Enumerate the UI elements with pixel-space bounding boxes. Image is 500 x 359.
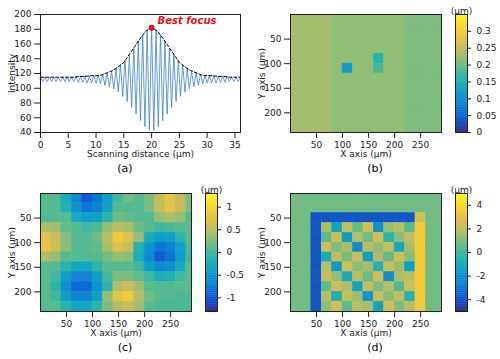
svg-text:-1: -1	[227, 293, 236, 303]
svg-text:(µm): (µm)	[451, 185, 473, 195]
svg-text:50: 50	[270, 213, 282, 223]
svg-text:1: 1	[227, 202, 233, 212]
svg-text:160: 160	[14, 39, 31, 49]
svg-text:150: 150	[264, 83, 281, 93]
svg-text:100: 100	[14, 238, 31, 248]
svg-text:2: 2	[477, 224, 483, 234]
svg-text:0.2: 0.2	[477, 60, 491, 70]
svg-text:20: 20	[145, 139, 158, 150]
svg-text:-0.5: -0.5	[227, 270, 245, 280]
svg-text:250: 250	[412, 140, 429, 150]
svg-text:40: 40	[20, 127, 32, 137]
html-text:(c): (c)	[117, 341, 133, 354]
svg-text:0.3: 0.3	[477, 26, 491, 36]
svg-text:200: 200	[264, 108, 281, 118]
svg-text:10: 10	[90, 139, 102, 150]
svg-text:150: 150	[360, 318, 378, 329]
svg-text:250: 250	[412, 319, 429, 329]
svg-text:-4: -4	[477, 295, 486, 305]
svg-text:50: 50	[20, 213, 32, 223]
svg-text:0.25: 0.25	[477, 43, 497, 53]
svg-text:X axis (µm): X axis (µm)	[340, 328, 391, 338]
svg-text:Scanning distance (µm): Scanning distance (µm)	[87, 149, 194, 159]
svg-text:200: 200	[136, 318, 154, 329]
html-text:(d): (d)	[367, 341, 383, 354]
svg-text:100: 100	[264, 59, 281, 69]
svg-text:150: 150	[110, 318, 128, 329]
svg-text:50: 50	[270, 34, 282, 44]
svg-text:100: 100	[334, 139, 352, 150]
svg-text:200: 200	[14, 9, 31, 19]
svg-text:50: 50	[311, 319, 323, 329]
svg-text:200: 200	[264, 287, 281, 297]
svg-text:0.5: 0.5	[227, 225, 241, 235]
svg-text:X axis (µm): X axis (µm)	[340, 149, 391, 159]
html-text:(b): (b)	[367, 162, 383, 175]
svg-text:100: 100	[14, 83, 31, 93]
svg-text:5: 5	[65, 140, 71, 150]
svg-text:15: 15	[118, 139, 130, 150]
svg-text:250: 250	[162, 319, 179, 329]
svg-text:80: 80	[20, 98, 32, 108]
svg-text:0.15: 0.15	[477, 77, 497, 87]
svg-text:50: 50	[311, 140, 323, 150]
svg-text:0.05: 0.05	[477, 111, 497, 121]
svg-text:150: 150	[264, 262, 281, 272]
svg-text:Intensity: Intensity	[7, 53, 17, 93]
svg-text:140: 140	[14, 54, 31, 64]
svg-text:0: 0	[38, 140, 44, 150]
svg-text:100: 100	[264, 238, 281, 248]
svg-text:0.1: 0.1	[477, 94, 491, 104]
svg-text:(µm): (µm)	[201, 185, 223, 195]
svg-text:35: 35	[229, 140, 240, 150]
svg-text:150: 150	[360, 139, 378, 150]
svg-text:0: 0	[477, 127, 483, 137]
svg-text:0: 0	[477, 247, 483, 257]
svg-text:60: 60	[20, 113, 32, 123]
svg-text:-2: -2	[477, 271, 486, 281]
svg-text:150: 150	[14, 262, 31, 272]
svg-text:4: 4	[477, 200, 483, 210]
svg-text:Best focus: Best focus	[158, 15, 217, 26]
svg-text:100: 100	[334, 318, 352, 329]
svg-text:200: 200	[386, 139, 404, 150]
svg-text:Y axis (µm): Y axis (µm)	[257, 227, 267, 279]
svg-text:50: 50	[61, 319, 73, 329]
svg-text:200: 200	[14, 287, 31, 297]
svg-text:0: 0	[227, 247, 233, 257]
svg-text:Y axis (µm): Y axis (µm)	[7, 227, 17, 279]
svg-text:200: 200	[386, 318, 404, 329]
svg-text:X axis (µm): X axis (µm)	[90, 328, 141, 338]
svg-text:Y axis (µm): Y axis (µm)	[257, 48, 267, 100]
svg-text:100: 100	[84, 318, 102, 329]
html-text:(a): (a)	[117, 162, 133, 175]
svg-text:180: 180	[14, 24, 31, 34]
svg-text:(µm): (µm)	[451, 6, 473, 16]
svg-text:120: 120	[14, 68, 31, 78]
svg-text:30: 30	[201, 140, 213, 150]
svg-text:25: 25	[173, 139, 186, 150]
